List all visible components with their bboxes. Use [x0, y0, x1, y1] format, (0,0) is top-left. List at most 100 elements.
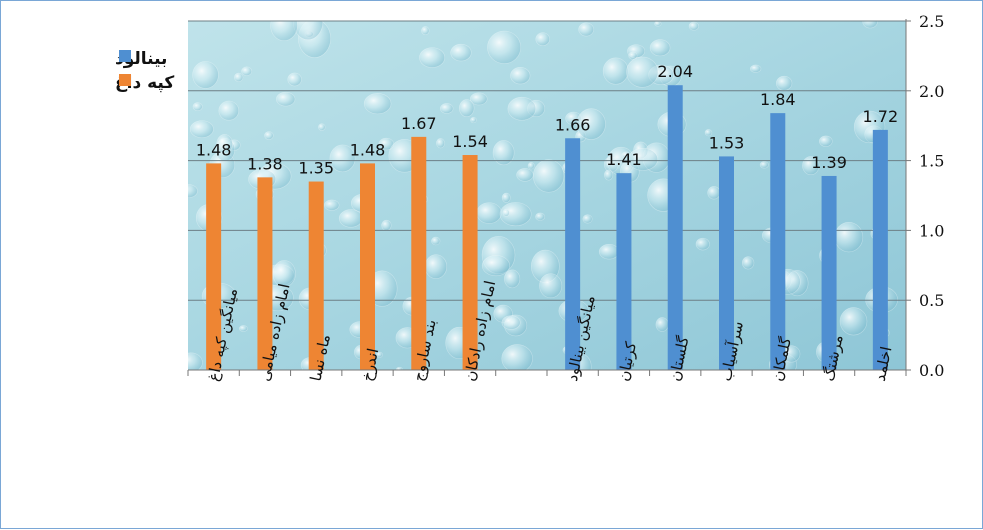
water-droplet [759, 161, 769, 169]
water-droplet [628, 51, 638, 60]
water-droplet [287, 72, 302, 87]
bar [821, 175, 837, 370]
water-droplet [775, 75, 793, 91]
water-droplet [578, 22, 594, 37]
water-droplet [192, 61, 219, 89]
water-droplet [487, 30, 522, 64]
water-droplet [750, 64, 762, 73]
water-droplet [532, 159, 565, 193]
water-droplet [188, 184, 198, 198]
data-label: 1.48 [196, 140, 232, 159]
data-labels: 1.48 1.38 1.35 1.48 1.67 1.54 1.66 1.41 2.04 1.53… [196, 62, 898, 177]
y-tick-label: 0.5 [919, 291, 944, 310]
water-droplet [507, 96, 537, 121]
water-droplet [188, 352, 203, 370]
water-droplet [627, 147, 659, 171]
water-droplet [329, 144, 356, 173]
water-droplet [376, 351, 383, 358]
bar [257, 177, 273, 370]
water-droplet [318, 123, 326, 131]
water-droplet [272, 260, 296, 288]
y-tick-label: 1.0 [919, 221, 944, 240]
legend-swatch [119, 74, 131, 86]
water-droplet [602, 57, 629, 85]
bar [719, 156, 734, 370]
water-droplet [216, 134, 233, 154]
water-droplet [492, 140, 515, 166]
y-tick-label: 2.5 [919, 12, 944, 31]
water-droplet [626, 56, 659, 88]
bar [616, 173, 632, 370]
bar [360, 163, 375, 370]
water-droplet [527, 162, 535, 170]
water-droplet [834, 221, 864, 253]
water-droplet [516, 168, 534, 182]
water-droplet [501, 192, 511, 203]
data-label: 1.84 [760, 90, 796, 109]
water-droplet [476, 202, 502, 224]
water-droplet [363, 93, 392, 115]
water-droplet [862, 21, 878, 29]
water-droplet [649, 39, 671, 57]
bar [565, 138, 581, 370]
water-droplet [481, 255, 510, 277]
y-tick-label: 2.0 [919, 82, 944, 101]
water-droplet [238, 325, 248, 332]
water-droplet [707, 186, 721, 200]
data-label: 1.48 [350, 140, 386, 159]
water-droplet [270, 21, 298, 42]
axes [187, 19, 907, 376]
water-droplet [264, 131, 274, 140]
water-droplet [695, 237, 710, 251]
data-label: 2.04 [657, 62, 693, 81]
gridlines [188, 20, 906, 301]
bars [206, 85, 888, 371]
water-droplet [819, 135, 833, 147]
water-droplet [655, 317, 669, 332]
water-droplet [192, 102, 203, 111]
water-droplet [436, 138, 445, 149]
y-tick-label: 0.0 [919, 361, 944, 380]
bar [462, 155, 478, 370]
legend-swatch [119, 50, 131, 62]
data-label: 1.54 [452, 132, 488, 151]
water-droplet [234, 72, 244, 82]
water-droplet [323, 199, 340, 211]
water-droplet [439, 103, 454, 114]
data-label: 1.39 [811, 153, 847, 172]
water-droplets-texture [188, 21, 898, 370]
water-droplet [381, 219, 392, 231]
water-droplet [419, 47, 446, 68]
water-droplet [431, 236, 441, 246]
water-droplet [241, 66, 253, 76]
data-label: 1.53 [709, 133, 745, 152]
water-droplet [504, 269, 521, 289]
water-droplet [338, 209, 363, 228]
water-droplet [276, 91, 296, 107]
water-droplet [469, 92, 488, 106]
water-droplet [604, 169, 614, 181]
water-droplet [501, 344, 533, 370]
water-droplet [218, 100, 240, 121]
water-droplet [535, 32, 550, 46]
data-label: 1.38 [247, 154, 283, 173]
water-droplet [510, 67, 531, 85]
data-label: 1.72 [863, 107, 899, 126]
water-droplet [741, 256, 755, 270]
water-droplet [598, 243, 620, 260]
water-droplet [189, 120, 214, 138]
water-droplet [839, 307, 868, 336]
water-droplet [292, 21, 324, 41]
water-droplet [688, 21, 699, 31]
bar [872, 129, 888, 370]
water-droplet [424, 254, 448, 279]
water-droplet [470, 116, 477, 124]
data-label: 1.67 [401, 114, 437, 133]
bar [206, 163, 222, 370]
bar [411, 136, 427, 370]
data-label: 1.66 [555, 115, 591, 134]
bar [770, 113, 786, 371]
